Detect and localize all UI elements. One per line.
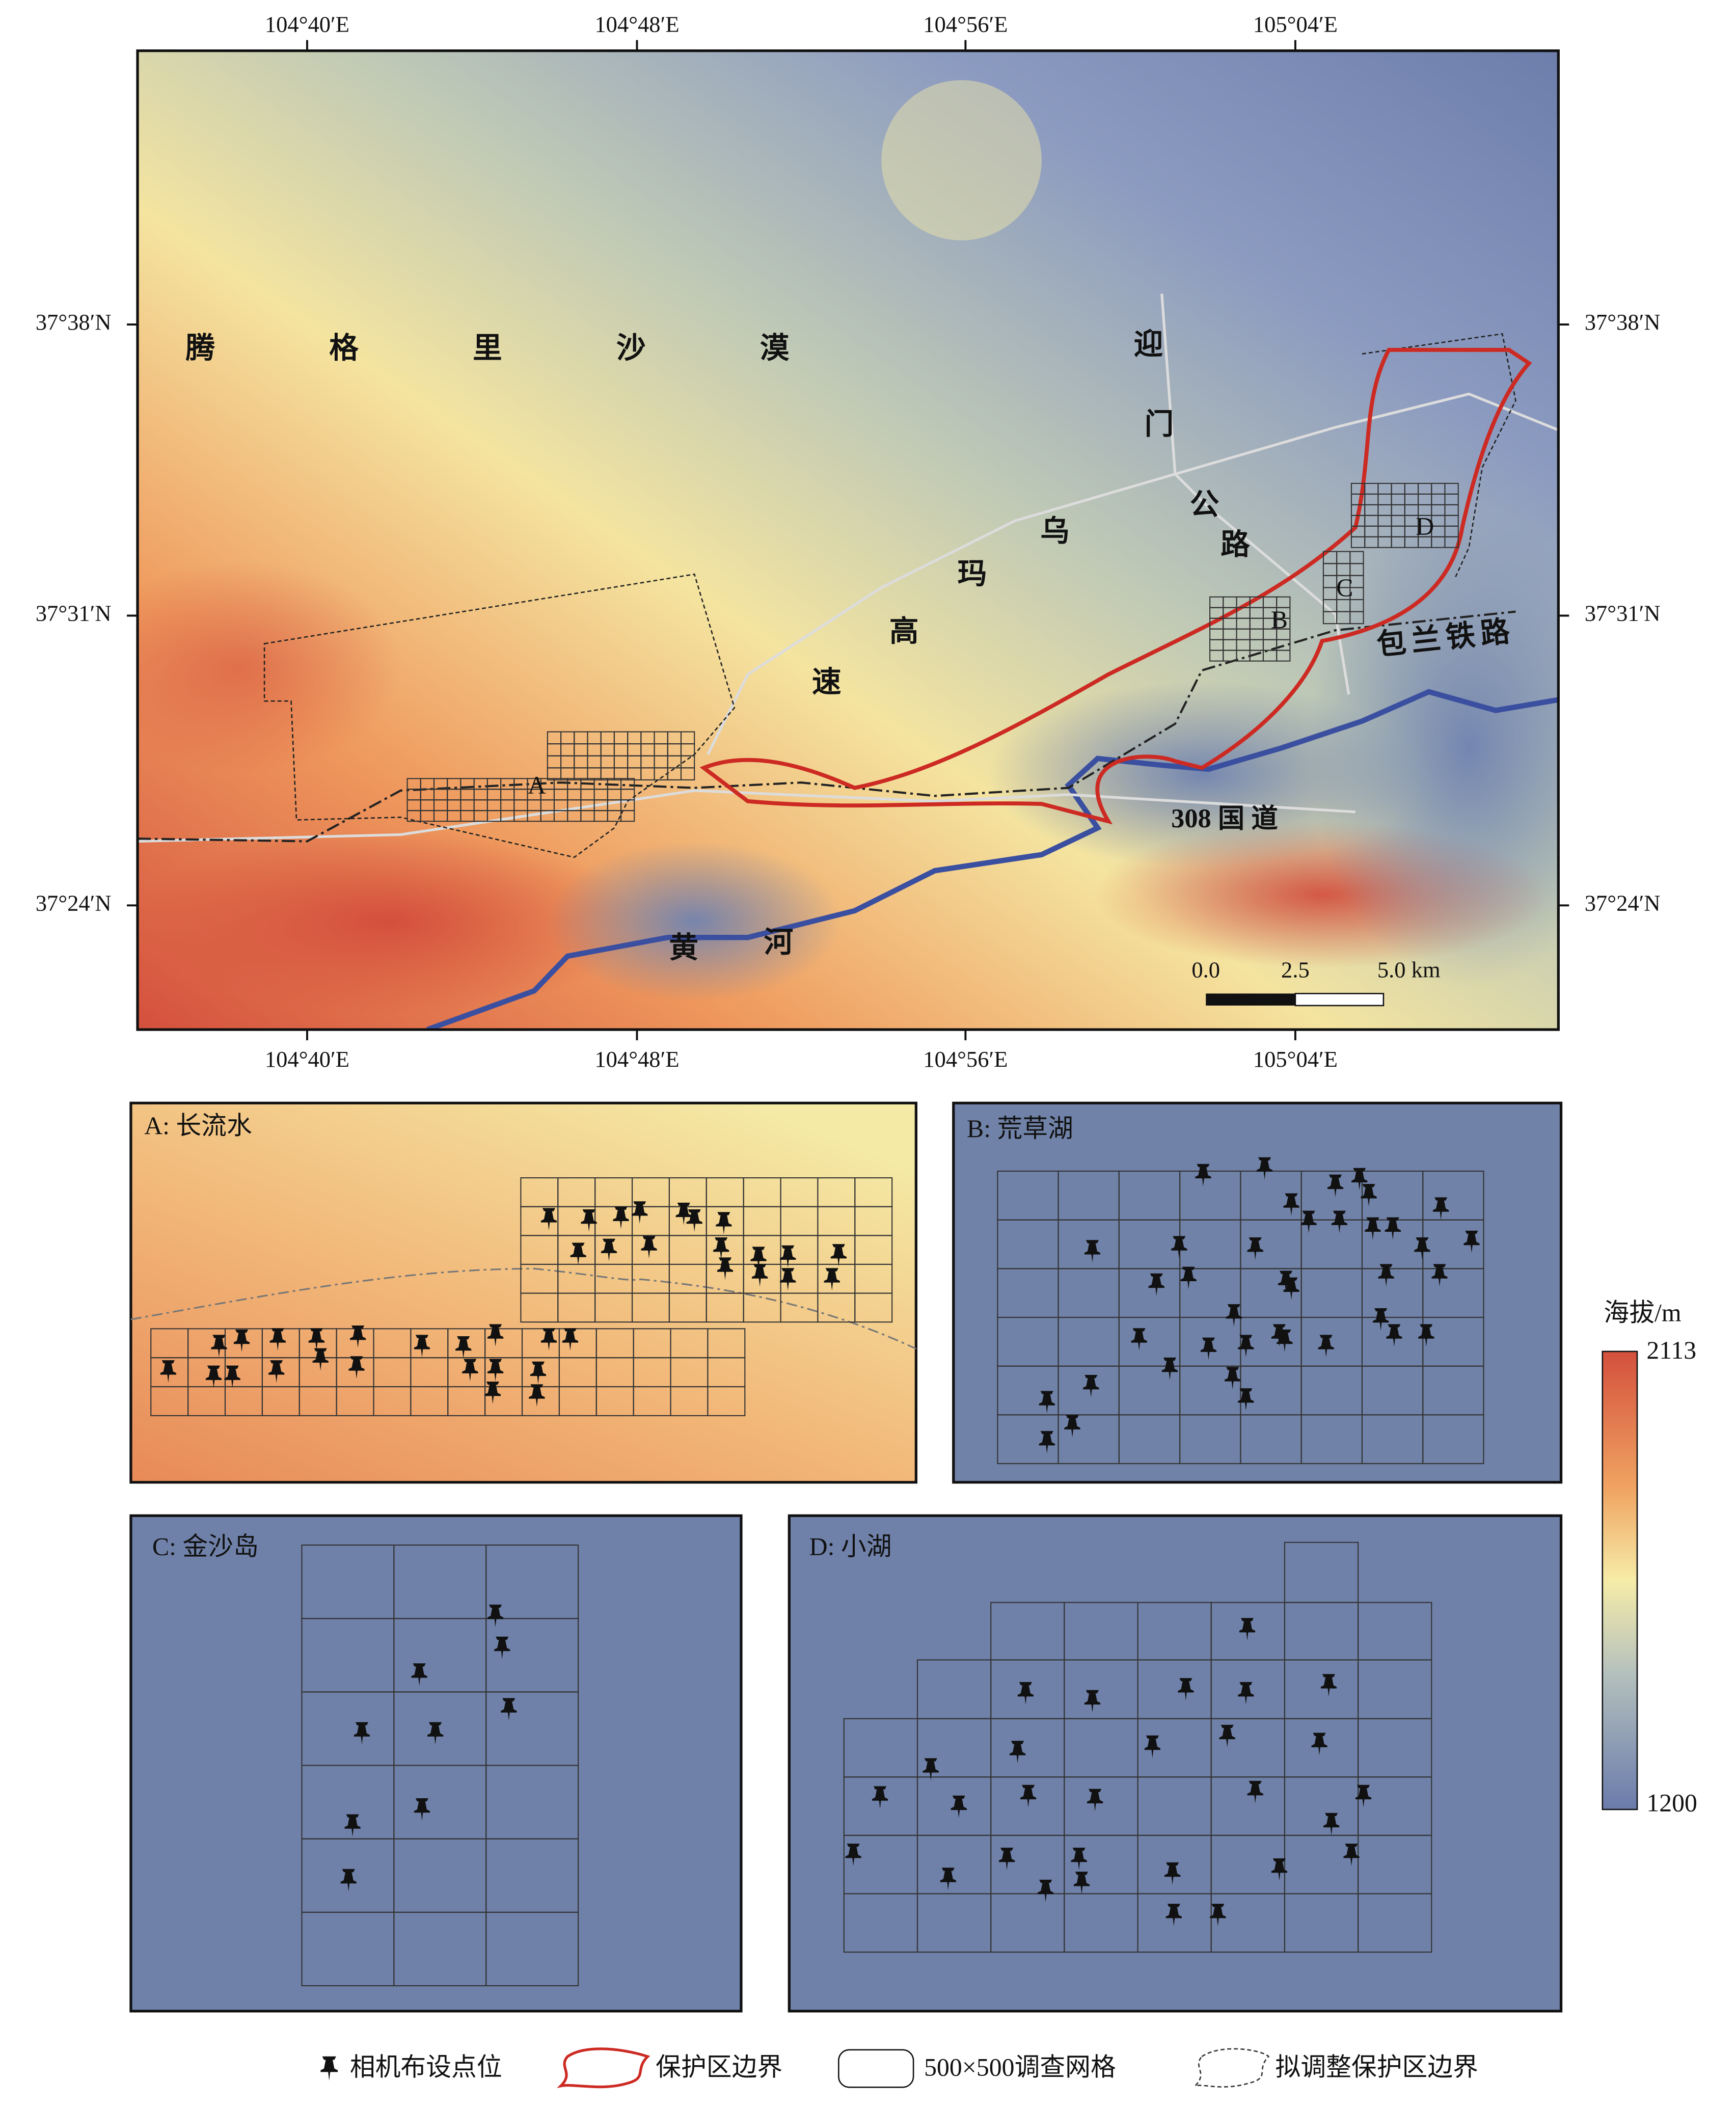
place-char: 路 [1220,528,1250,561]
scale-bar [1206,993,1295,1006]
survey-cell [1358,1602,1432,1661]
lon-label: 104°40′E [265,1046,349,1072]
lon-label: 104°40′E [265,12,349,37]
inset-title: D: 小湖 [809,1532,892,1560]
legend-label: 拟调整保护区边界 [1276,2053,1478,2081]
lon-label: 104°56′E [923,12,1008,37]
lon-label: 105°04′E [1253,12,1338,37]
elevation-map [138,50,1559,1030]
lon-label: 104°48′E [594,12,679,37]
lon-label: 104°48′E [594,1046,679,1072]
legend-grid [838,2049,914,2088]
scale-label: 0.0 [1191,957,1220,983]
inset-frame [129,1514,743,2013]
inset-title: B: 荒草湖 [967,1115,1073,1143]
survey-cell [485,1911,579,1987]
desert-label: 腾 格 里 沙 漠 [185,332,843,365]
grid-label: D [1416,512,1434,540]
lon-label: 104°56′E [923,1046,1008,1072]
scale-label: 2.5 [1281,957,1310,983]
lat-label: 37°38′N [36,309,112,335]
lat-label: 37°24′N [36,890,112,916]
lon-label: 105°04′E [1253,1046,1338,1072]
map-frame [136,49,1560,1031]
place-char: 乌 [1040,515,1070,548]
survey-cell [1349,611,1364,625]
inset-frame [952,1101,1563,1484]
inset-frame [788,1514,1563,2013]
colorbar-title: 海拔/m [1604,1299,1681,1327]
grid-label: C [1336,574,1353,602]
lat-label: 37°31′N [1585,601,1661,626]
grid-label: B [1271,606,1288,634]
scale-label: 5.0 km [1377,957,1441,983]
place-char: 河 [764,927,794,959]
place-char: 迎 [1134,328,1163,361]
legend-adjusted [1195,2048,1270,2088]
place-char: 公 [1190,489,1219,521]
place-char: 黄 [669,932,698,964]
place-char: 玛 [958,558,987,590]
survey-cell [854,1292,893,1323]
legend-label: 相机布设点位 [350,2053,502,2081]
lat-label: 37°31′N [36,601,112,626]
scale-bar [1294,993,1385,1007]
grid-label: A [528,771,546,799]
place-char: 速 [812,666,842,698]
survey-cell [1444,536,1459,548]
legend-boundary [557,2047,650,2089]
inset-title: C: 金沙岛 [152,1532,259,1560]
road-label: 308 国 道 [1171,804,1278,833]
legend-label: 500×500调查网格 [924,2053,1116,2081]
place-char: 门 [1145,408,1174,441]
survey-cell [1422,1414,1484,1465]
colorbar-max: 2113 [1646,1336,1696,1364]
survey-cell [1358,1893,1432,1953]
survey-cell [680,767,695,780]
place-char: 高 [889,615,919,647]
survey-cell [620,810,635,822]
legend-pin [320,2056,338,2081]
colorbar-min: 1200 [1646,1789,1697,1817]
colorbar [1602,1350,1638,1810]
lat-label: 37°24′N [1585,890,1661,916]
survey-cell [1284,1542,1359,1603]
survey-cell [1276,650,1291,662]
inset-title: A: 长流水 [144,1112,252,1140]
legend-label: 保护区边界 [656,2053,782,2081]
survey-cell [707,1386,746,1417]
lat-label: 37°38′N [1585,309,1661,335]
